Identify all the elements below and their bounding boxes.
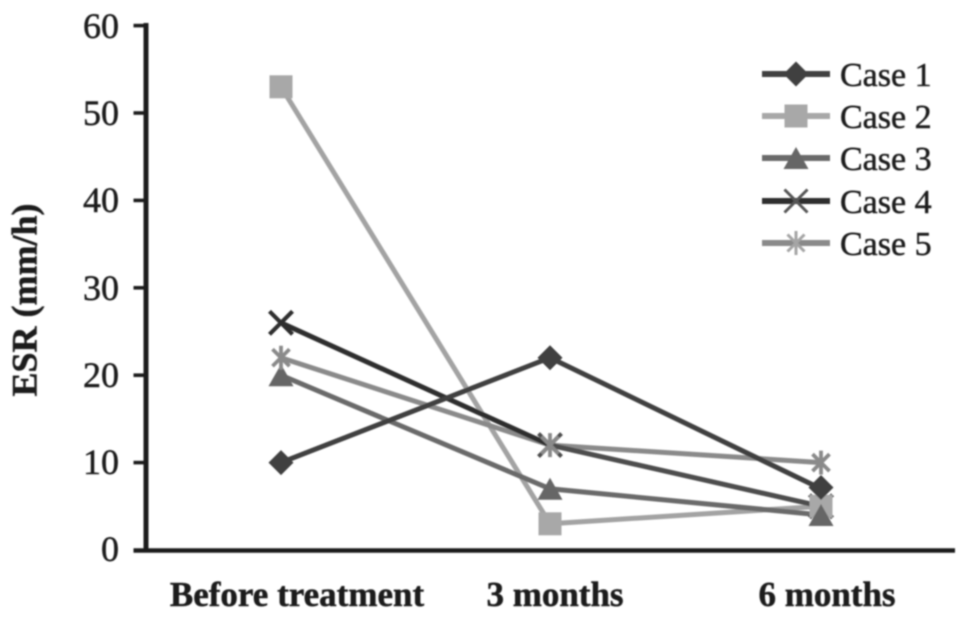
svg-text:20: 20 xyxy=(83,355,119,395)
svg-text:30: 30 xyxy=(83,268,119,308)
svg-text:40: 40 xyxy=(83,180,119,220)
svg-text:60: 60 xyxy=(83,6,119,46)
svg-text:3 months: 3 months xyxy=(486,575,623,614)
svg-text:Case 3: Case 3 xyxy=(840,141,932,178)
svg-text:Case 5: Case 5 xyxy=(840,226,932,263)
svg-text:Case 4: Case 4 xyxy=(840,184,932,221)
svg-text:10: 10 xyxy=(83,442,119,482)
svg-text:0: 0 xyxy=(101,529,119,569)
svg-text:Case 2: Case 2 xyxy=(840,99,932,136)
svg-text:Case 1: Case 1 xyxy=(840,57,932,94)
svg-text:Before treatment: Before treatment xyxy=(170,575,425,614)
svg-text:ESR (mm/h): ESR (mm/h) xyxy=(5,203,45,396)
svg-text:50: 50 xyxy=(83,93,119,133)
svg-text:6 months: 6 months xyxy=(758,575,895,614)
